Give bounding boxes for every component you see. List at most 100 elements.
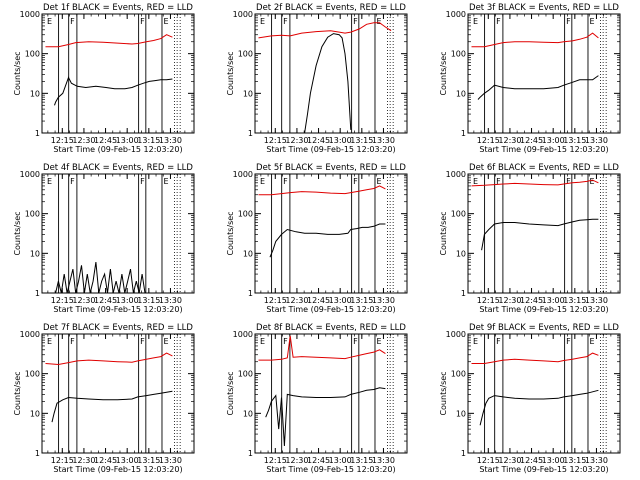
x-tick-label: 12:15 bbox=[264, 296, 287, 305]
panel-det-3: Det 3f BLACK = Events, RED = LLD E F F E 1 10 1… bbox=[439, 3, 621, 154]
y-tick-label: 10 bbox=[456, 409, 466, 418]
y-tick-label: 100 bbox=[25, 50, 40, 59]
marker-label-e: E bbox=[260, 177, 265, 186]
x-tick-label: 13:30 bbox=[585, 136, 608, 145]
marker-label-f: F bbox=[283, 337, 288, 346]
panel-det-9: Det 9f BLACK = Events, RED = LLD E F F E 1 10 1… bbox=[439, 323, 621, 474]
plot-frame bbox=[41, 13, 195, 134]
plot-frame bbox=[254, 13, 408, 134]
x-tick-label: 13:30 bbox=[372, 456, 395, 465]
series-lld bbox=[258, 335, 386, 361]
panel-det-1: Det 1f BLACK = Events, RED = LLD E F F E 1 10 1… bbox=[13, 3, 195, 154]
y-axis-label: Counts/sec bbox=[439, 211, 448, 255]
x-tick-label: 13:00 bbox=[542, 136, 565, 145]
y-tick-label: 10 bbox=[30, 249, 40, 258]
y-axis-label: Counts/sec bbox=[13, 371, 22, 415]
x-tick-label: 13:30 bbox=[372, 296, 395, 305]
x-axis-label: Start Time (09-Feb-15 12:03:20) bbox=[479, 145, 608, 154]
marker-label-e: E bbox=[473, 17, 478, 26]
x-tick-label: 13:30 bbox=[372, 136, 395, 145]
marker-label-e: E bbox=[163, 17, 168, 26]
panel-det-2: Det 2f BLACK = Events, RED = LLD E F F E 1 10 1… bbox=[226, 3, 408, 154]
x-tick-label: 12:45 bbox=[307, 136, 330, 145]
panel-det-4: Det 4f BLACK = Events, RED = LLD E F F E 1 10 1… bbox=[13, 163, 195, 314]
x-tick-label: 12:30 bbox=[72, 296, 95, 305]
marker-label-f: F bbox=[353, 17, 358, 26]
y-tick-label: 1 bbox=[248, 129, 253, 138]
plot-frame bbox=[254, 173, 408, 294]
marker-label-e: E bbox=[376, 17, 381, 26]
x-tick-label: 12:15 bbox=[51, 456, 74, 465]
marker-label-f: F bbox=[140, 177, 145, 186]
panel-title: Det 7f BLACK = Events, RED = LLD bbox=[43, 323, 193, 333]
marker-label-e: E bbox=[589, 337, 594, 346]
panel-title: Det 3f BLACK = Events, RED = LLD bbox=[469, 3, 619, 13]
y-tick-label: 100 bbox=[25, 370, 40, 379]
panel-title: Det 4f BLACK = Events, RED = LLD bbox=[43, 163, 193, 173]
x-tick-label: 12:45 bbox=[307, 296, 330, 305]
x-tick-label: 13:00 bbox=[542, 456, 565, 465]
plot-frame bbox=[254, 333, 408, 454]
panel-det-6: Det 6f BLACK = Events, RED = LLD E F F E 1 10 1… bbox=[439, 163, 621, 314]
plot-frame bbox=[467, 173, 621, 294]
marker-label-f: F bbox=[283, 17, 288, 26]
y-tick-label: 1000 bbox=[233, 10, 253, 19]
x-tick-label: 12:15 bbox=[477, 456, 500, 465]
x-tick-label: 13:15 bbox=[563, 136, 586, 145]
marker-label-f: F bbox=[566, 177, 571, 186]
x-tick-label: 13:00 bbox=[116, 296, 139, 305]
marker-label-f: F bbox=[353, 337, 358, 346]
x-axis-label: Start Time (09-Feb-15 12:03:20) bbox=[53, 305, 182, 314]
x-tick-label: 13:15 bbox=[563, 296, 586, 305]
marker-label-e: E bbox=[473, 177, 478, 186]
x-tick-label: 12:15 bbox=[51, 296, 74, 305]
marker-label-f: F bbox=[140, 17, 145, 26]
y-tick-label: 1 bbox=[461, 449, 466, 458]
x-tick-label: 13:15 bbox=[350, 456, 373, 465]
x-tick-label: 13:00 bbox=[329, 136, 352, 145]
x-tick-label: 13:00 bbox=[329, 456, 352, 465]
series-lld bbox=[258, 22, 392, 39]
x-tick-label: 12:15 bbox=[477, 136, 500, 145]
x-tick-label: 12:45 bbox=[520, 456, 543, 465]
y-tick-label: 1000 bbox=[233, 330, 253, 339]
marker-label-e: E bbox=[163, 337, 168, 346]
y-tick-label: 1000 bbox=[446, 330, 466, 339]
series-events bbox=[54, 76, 173, 106]
x-axis-label: Start Time (09-Feb-15 12:03:20) bbox=[266, 305, 395, 314]
series-lld bbox=[45, 352, 173, 366]
x-tick-label: 13:30 bbox=[585, 296, 608, 305]
marker-label-f: F bbox=[496, 337, 501, 346]
x-tick-label: 12:30 bbox=[285, 296, 308, 305]
panel-title: Det 6f BLACK = Events, RED = LLD bbox=[469, 163, 619, 173]
x-tick-label: 12:45 bbox=[307, 456, 330, 465]
marker-label-e: E bbox=[589, 177, 594, 186]
marker-label-f: F bbox=[496, 177, 501, 186]
plot-frame bbox=[467, 13, 621, 134]
x-tick-label: 12:30 bbox=[72, 456, 95, 465]
y-tick-label: 10 bbox=[243, 89, 253, 98]
y-axis-label: Counts/sec bbox=[226, 211, 235, 255]
y-tick-label: 1 bbox=[35, 129, 40, 138]
x-tick-label: 13:00 bbox=[542, 296, 565, 305]
y-axis-label: Counts/sec bbox=[13, 211, 22, 255]
plot-frame bbox=[41, 173, 195, 294]
panel-title: Det 9f BLACK = Events, RED = LLD bbox=[469, 323, 619, 333]
x-tick-label: 13:30 bbox=[585, 456, 608, 465]
marker-label-f: F bbox=[566, 17, 571, 26]
x-tick-label: 13:00 bbox=[329, 296, 352, 305]
series-events bbox=[481, 218, 599, 251]
plot-frame bbox=[467, 333, 621, 454]
y-tick-label: 100 bbox=[238, 210, 253, 219]
panel-det-8: Det 8f BLACK = Events, RED = LLD E F F E 1 10 1… bbox=[226, 323, 408, 474]
marker-label-e: E bbox=[47, 337, 52, 346]
series-events bbox=[51, 390, 173, 423]
x-tick-label: 13:15 bbox=[137, 136, 160, 145]
y-tick-label: 10 bbox=[243, 409, 253, 418]
y-tick-label: 100 bbox=[238, 370, 253, 379]
series-lld bbox=[258, 185, 386, 196]
x-tick-label: 12:30 bbox=[285, 136, 308, 145]
x-tick-label: 13:15 bbox=[350, 296, 373, 305]
series-lld bbox=[45, 34, 173, 48]
